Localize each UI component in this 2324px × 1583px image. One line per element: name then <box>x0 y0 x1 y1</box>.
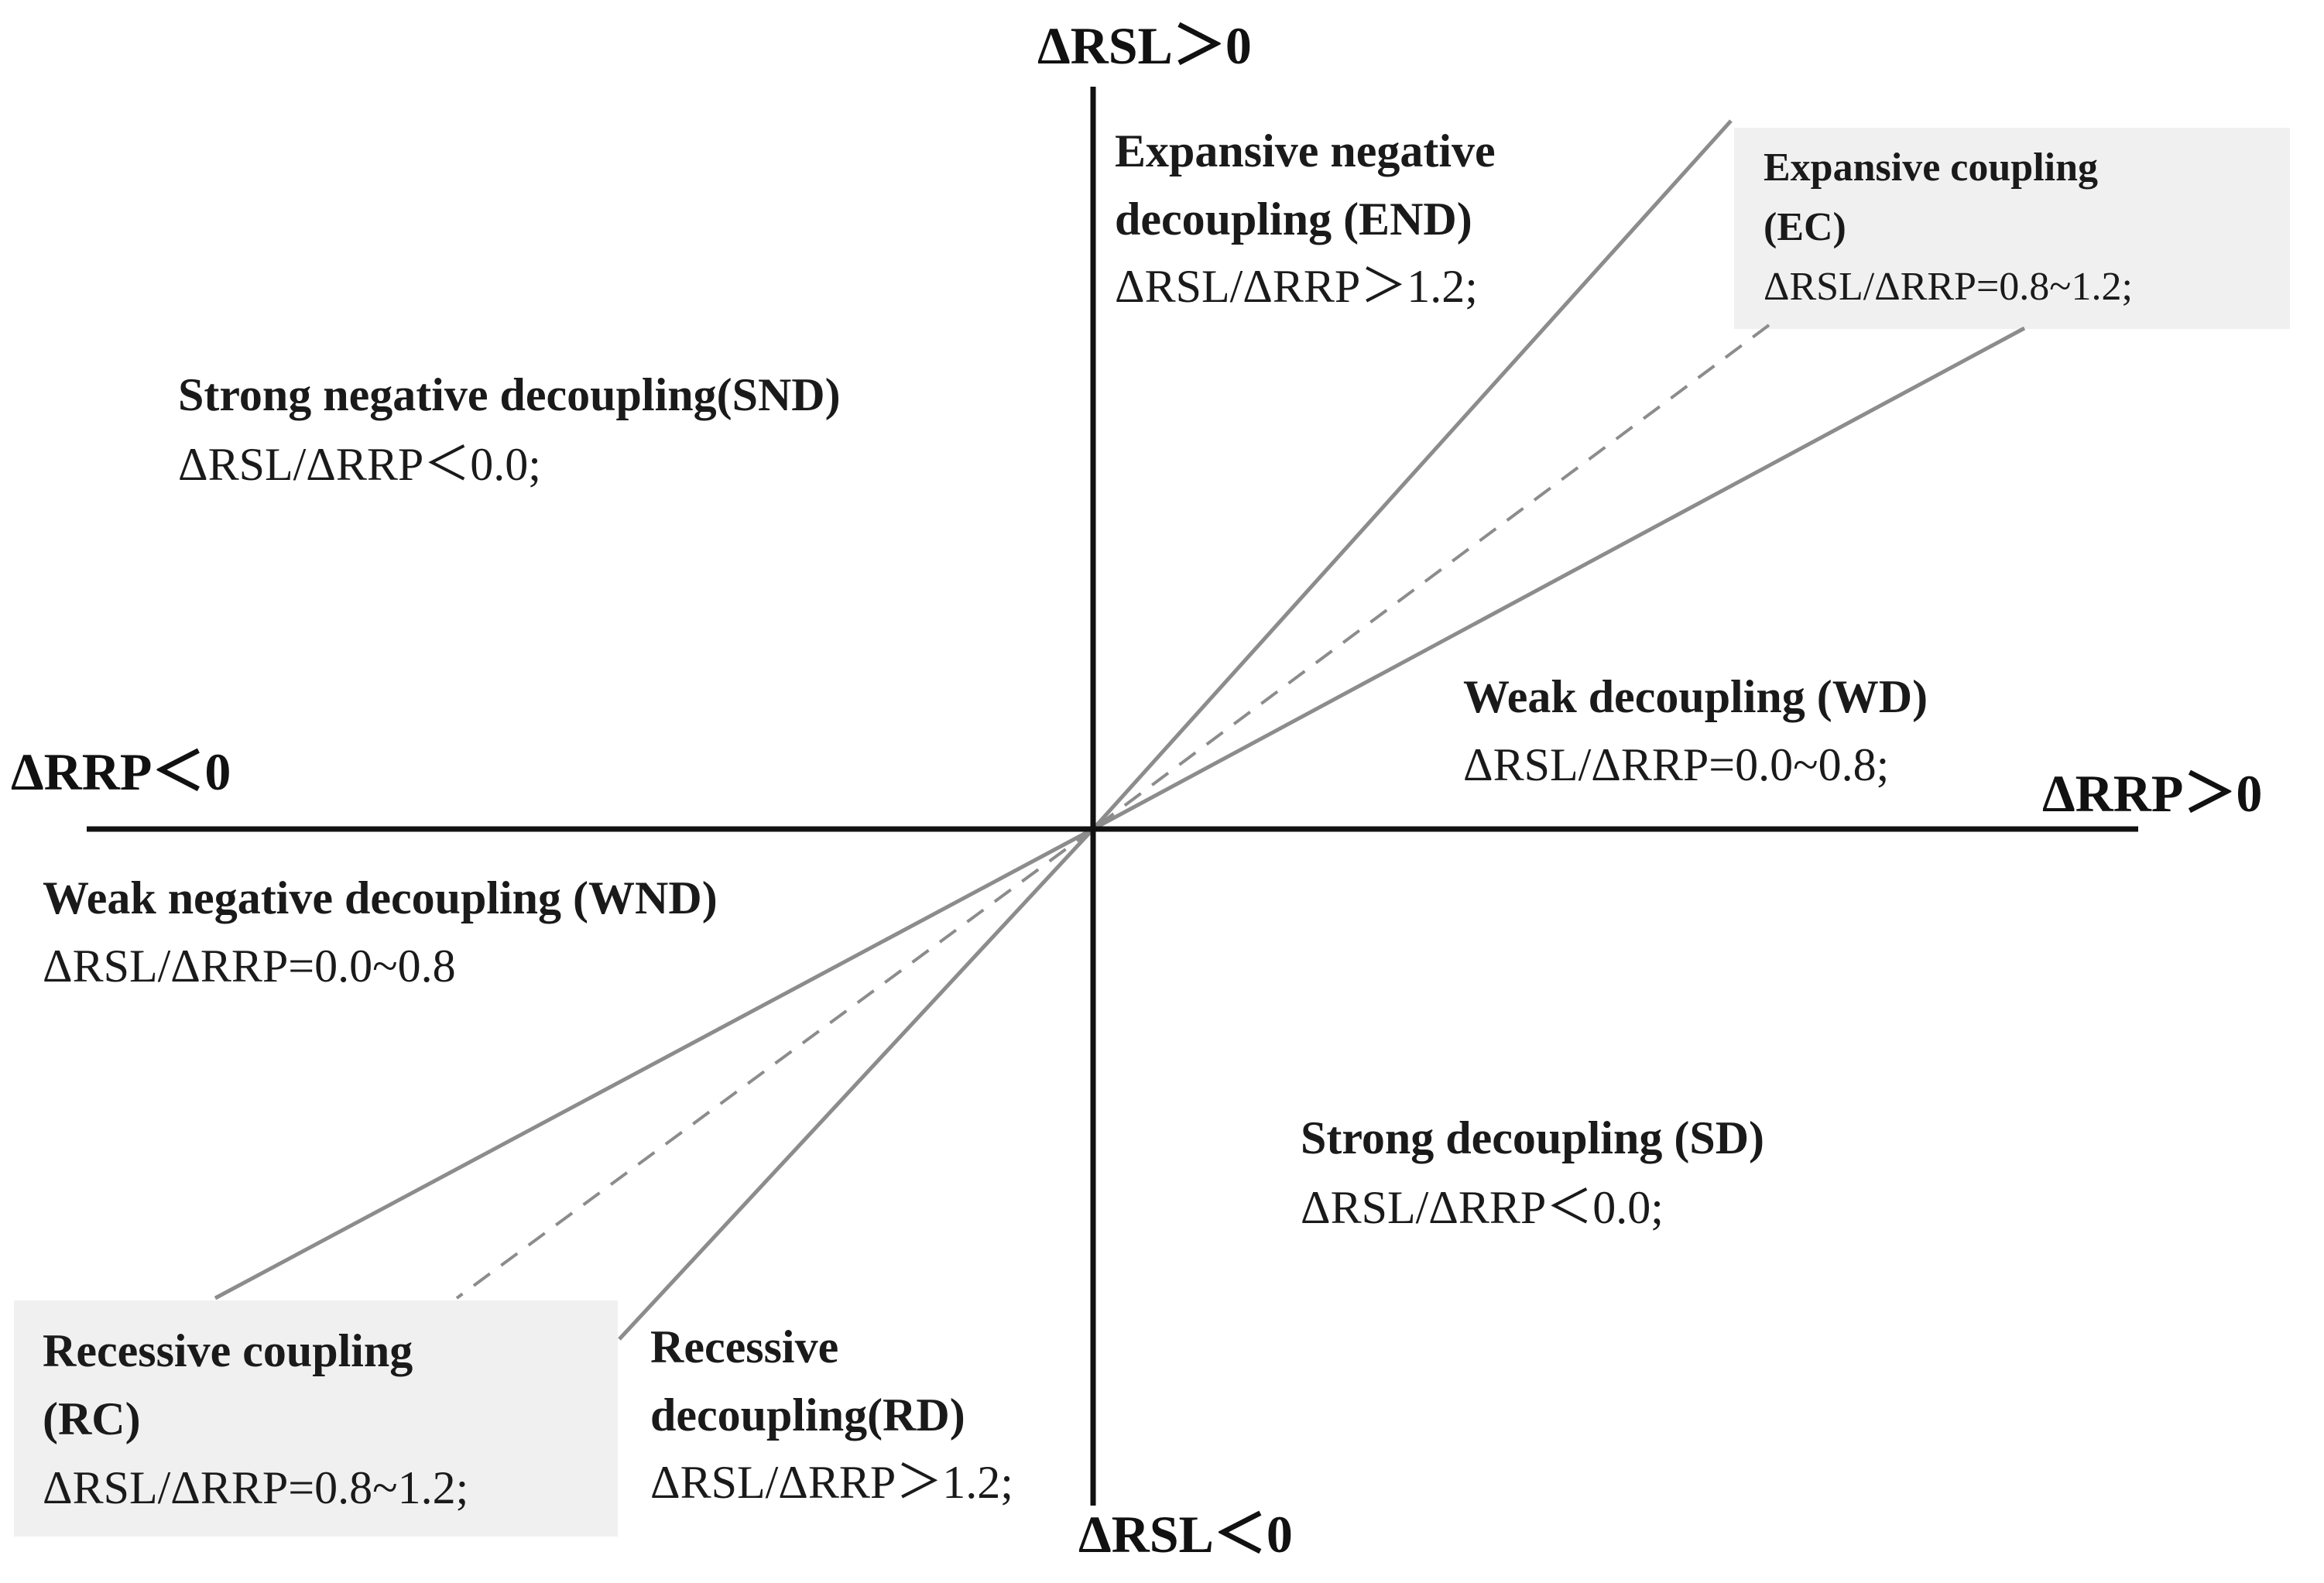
axis-label-bottom: ΔRSL＜0 <box>1078 1505 1293 1564</box>
boundary-line-lower <box>1092 326 2026 831</box>
rc-label-line1: Recessive coupling <box>43 1325 413 1376</box>
wd-label: Weak decoupling (WD) <box>1463 671 1928 722</box>
rc-label-line2: (RC) <box>43 1393 141 1444</box>
wd-ratio: ΔRSL/ΔRRP=0.0~0.8; <box>1463 739 1889 790</box>
boundary-line-dashed <box>1092 324 1770 831</box>
boundary-line-dashed-lower-half <box>455 827 1095 1300</box>
ec-highlight-box <box>1734 128 2290 329</box>
end-ratio: ΔRSL/ΔRRP＞1.2; <box>1115 261 1478 312</box>
boundary-line-upper <box>1092 119 1733 831</box>
rc-highlight-box <box>14 1300 618 1537</box>
ec-ratio: ΔRSL/ΔRRP=0.8~1.2; <box>1764 265 2133 309</box>
axis-label-top: ΔRSL＞0 <box>1037 16 1252 75</box>
boundary-line-upper-lower-half <box>214 827 1095 1300</box>
sd-ratio: ΔRSL/ΔRRP＜0.0; <box>1301 1182 1664 1233</box>
end-label-line2: decoupling (END) <box>1115 194 1472 245</box>
rc-ratio: ΔRSL/ΔRRP=0.8~1.2; <box>43 1462 468 1513</box>
wnd-ratio: ΔRSL/ΔRRP=0.0~0.8 <box>43 941 456 992</box>
ec-label-line1: Expansive coupling <box>1764 146 2098 190</box>
axis-label-right: ΔRRP＞0 <box>2042 764 2262 823</box>
ec-label-line2: (EC) <box>1764 205 1846 249</box>
rd-label-line2: decoupling(RD) <box>650 1389 965 1441</box>
snd-ratio: ΔRSL/ΔRRP＜0.0; <box>178 439 541 490</box>
end-label-line1: Expansive negative <box>1115 125 1496 176</box>
rd-ratio: ΔRSL/ΔRRP＞1.2; <box>650 1457 1013 1508</box>
boundary-line-lower-lower-half <box>618 827 1095 1341</box>
snd-label: Strong negative decoupling(SND) <box>178 369 841 420</box>
rd-label-line1: Recessive <box>650 1321 838 1372</box>
sd-label: Strong decoupling (SD) <box>1301 1112 1764 1163</box>
wnd-label: Weak negative decoupling (WND) <box>43 872 718 923</box>
axis-label-left: ΔRRP＜0 <box>11 742 231 801</box>
